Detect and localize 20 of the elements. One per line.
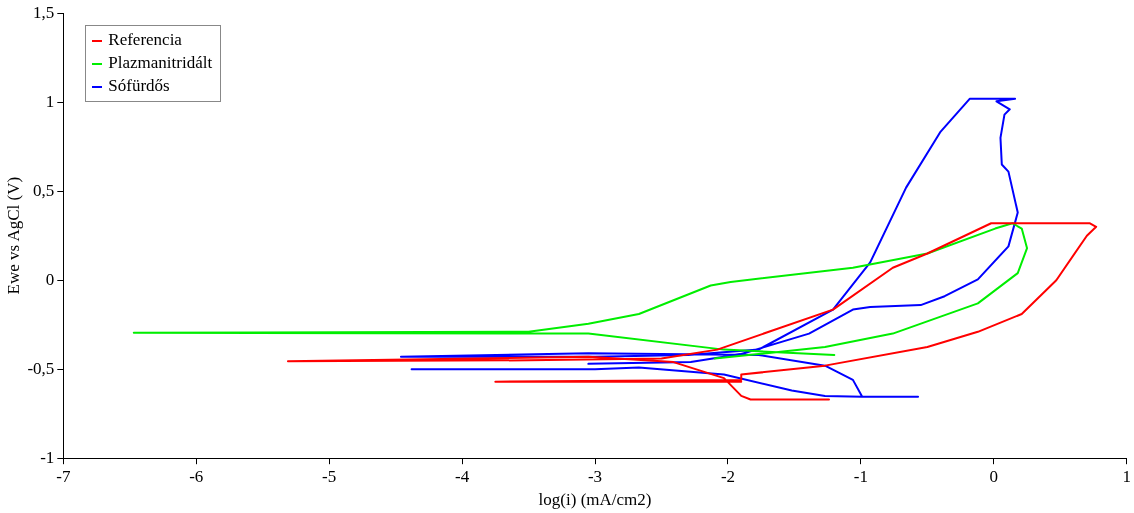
x-axis-title: log(i) (mA/cm2): [538, 490, 652, 510]
y-tick-label: 1: [45, 91, 55, 111]
x-tick-label: 1: [1122, 466, 1131, 486]
x-tick-label: -1: [853, 466, 868, 486]
y-tick-label: -1: [40, 447, 55, 467]
y-tick-label: 1,5: [33, 2, 55, 22]
y-tick-label: -0,5: [27, 358, 55, 378]
y-axis-title: Ewe vs AgCl (V): [3, 176, 23, 295]
x-tick-label: -5: [322, 466, 337, 486]
y-tick-label: 0: [45, 269, 55, 289]
legend-label: Plazmanitridált: [107, 52, 213, 75]
x-tick-label: -6: [189, 466, 204, 486]
legend-label: Referencia: [107, 29, 183, 52]
x-tick-label: 0: [989, 466, 999, 486]
legend-label: Sófürdős: [107, 75, 171, 98]
x-tick-label: -2: [720, 466, 736, 486]
y-tick-label: 0,5: [33, 180, 55, 200]
x-tick-label: -4: [455, 466, 470, 486]
x-tick-label: -7: [56, 466, 71, 486]
x-tick-label: -3: [587, 466, 603, 486]
